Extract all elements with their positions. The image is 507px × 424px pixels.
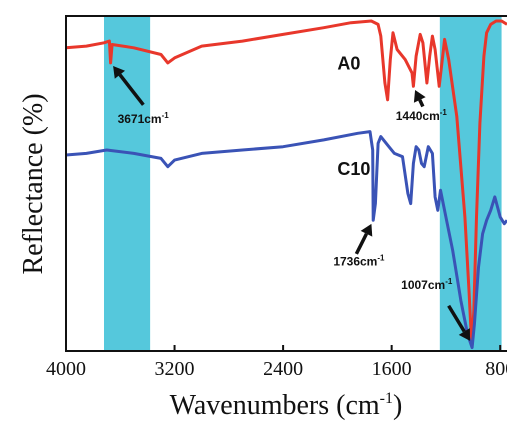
series-label-a0: A0	[337, 54, 360, 74]
highlight-band-0	[103, 16, 151, 351]
annotation-label-3: 1007cm-1	[401, 277, 453, 292]
annotation-arrow-head-1	[413, 89, 426, 103]
plot-frame	[65, 15, 507, 352]
series-line-c10	[65, 130, 507, 350]
annotation-label-1: 1440cm-1	[396, 108, 448, 123]
x-axis-ticks: 4000 3200 2400 1600 800	[46, 345, 507, 380]
peak-annotations: 3671cm-1 1440cm-1 1736cm-1 1007cm-1	[113, 66, 471, 341]
series-label-c10: C10	[337, 159, 370, 179]
annotation-arrow-shaft-0	[118, 73, 145, 106]
annotation-label-2: 1736cm-1	[333, 254, 385, 269]
x-axis-title: Wavenumbers (cm-1)	[170, 390, 403, 421]
series-labels: A0 C10	[337, 54, 370, 180]
x-tick-label-4: 800	[485, 358, 507, 380]
annotation-arrow-head-3	[458, 328, 471, 341]
x-tick-label-1: 3200	[155, 358, 195, 380]
x-tick-label-3: 1600	[372, 358, 412, 380]
annotation-arrow-head-2	[360, 223, 373, 237]
x-tick-label-0: 4000	[46, 358, 86, 380]
annotation-arrow-head-0	[113, 66, 125, 79]
annotation-arrow-shaft-1	[418, 99, 425, 108]
spectra-lines	[65, 19, 507, 350]
y-axis-title: Reflectance (%)	[18, 93, 49, 274]
annotation-arrow-shaft-2	[354, 232, 369, 255]
annotation-arrow-shaft-3	[447, 304, 466, 333]
x-tick-label-2: 2400	[263, 358, 303, 380]
annotation-label-0: 3671cm-1	[118, 111, 170, 126]
